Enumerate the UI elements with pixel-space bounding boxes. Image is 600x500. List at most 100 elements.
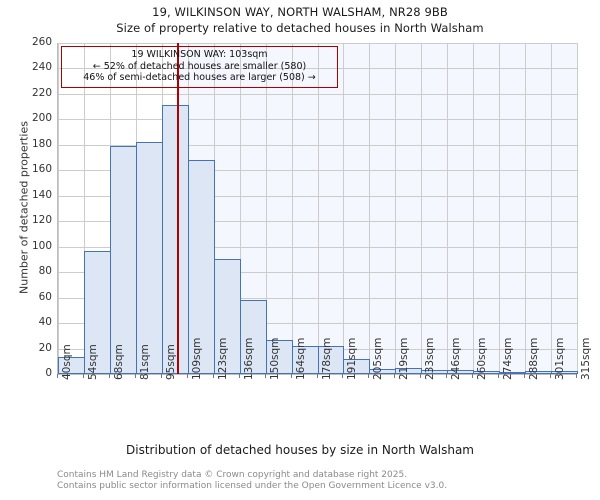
- x-axis-tick-mark: [316, 374, 318, 378]
- x-axis-tick-label: 54sqm: [86, 344, 99, 380]
- annotation-line-1: 19 WILKINSON WAY: 103sqm: [131, 49, 268, 60]
- x-axis-tick-label: 178sqm: [320, 337, 333, 380]
- x-axis-tick-mark: [368, 374, 370, 378]
- gridline-vertical: [369, 43, 370, 374]
- gridline-vertical: [343, 43, 344, 374]
- annotation-line-3: 46% of semi-detached houses are larger (…: [83, 72, 316, 83]
- gridline-vertical: [84, 43, 85, 374]
- x-axis-tick-mark: [134, 374, 136, 378]
- property-annotation-box: 19 WILKINSON WAY: 103sqm ← 52% of detach…: [61, 46, 338, 88]
- gridline-vertical: [499, 43, 500, 374]
- x-axis-tick-label: 274sqm: [502, 337, 515, 380]
- gridline-vertical: [395, 43, 396, 374]
- x-axis-tick-mark: [212, 374, 214, 378]
- x-axis-tick-label: 136sqm: [242, 337, 255, 380]
- x-axis-tick-label: 95sqm: [164, 344, 177, 380]
- y-axis-tick-label: 200: [31, 112, 52, 125]
- gridline-vertical: [318, 43, 319, 374]
- x-axis-tick-mark: [57, 374, 58, 378]
- x-axis-tick-label: 150sqm: [268, 337, 281, 380]
- x-axis-tick-mark: [550, 374, 552, 378]
- annotation-line-2: ← 52% of detached houses are smaller (58…: [92, 60, 307, 72]
- plot-area: [57, 43, 578, 375]
- x-axis-tick-label: 260sqm: [476, 337, 489, 380]
- y-axis-tick-label: 120: [31, 214, 52, 227]
- x-axis-tick-mark: [186, 374, 188, 378]
- x-axis-tick-label: 233sqm: [424, 337, 437, 380]
- y-axis-tick-label: 140: [31, 188, 52, 201]
- x-axis-tick-label: 191sqm: [346, 337, 359, 380]
- x-axis-tick-label: 205sqm: [372, 337, 385, 380]
- attribution-footer: Contains HM Land Registry data © Crown c…: [57, 470, 597, 492]
- y-axis-title-wrap: Number of detached properties: [0, 0, 31, 500]
- gridline-horizontal: [58, 43, 577, 44]
- x-axis-tick-label: 81sqm: [138, 344, 151, 380]
- y-axis-tick-label: 180: [31, 137, 52, 150]
- x-axis-title: Distribution of detached houses by size …: [126, 443, 474, 457]
- y-axis-tick-label: 80: [38, 265, 52, 278]
- x-axis-tick-mark: [524, 374, 526, 378]
- gridline-horizontal: [58, 119, 577, 121]
- gridline-vertical: [447, 43, 448, 374]
- histogram-bar: [240, 300, 267, 374]
- histogram-bar: [318, 346, 344, 374]
- gridline-horizontal: [58, 195, 577, 197]
- histogram-bar: [110, 146, 137, 374]
- chart-subtitle: Size of property relative to detached ho…: [116, 21, 484, 35]
- x-axis-tick-mark: [82, 374, 84, 378]
- gridline-horizontal: [58, 93, 577, 95]
- x-axis-tick-label: 219sqm: [398, 337, 411, 380]
- gridline-horizontal: [58, 170, 577, 172]
- chart-title-block: 19, WILKINSON WAY, NORTH WALSHAM, NR28 9…: [0, 4, 600, 37]
- y-axis-tick-label: 20: [38, 341, 52, 354]
- y-axis-tick-label: 40: [38, 316, 52, 329]
- histogram-bar: [266, 339, 293, 374]
- histogram-bar: [136, 142, 163, 374]
- y-axis-tick-label: 220: [31, 86, 52, 99]
- x-axis-tick-label: 68sqm: [112, 344, 125, 380]
- y-axis-tick-labels: 0 20 40 60 80 100 120 140 160 180 200 220 240 260: [0, 0, 52, 500]
- x-axis-tick-label: 288sqm: [528, 337, 541, 380]
- y-axis-tick-label: 60: [38, 290, 52, 303]
- y-axis-title: Number of detached properties: [17, 121, 31, 294]
- footer-line-1: Contains HM Land Registry data © Crown c…: [57, 470, 408, 480]
- x-axis-tick-mark: [160, 374, 162, 378]
- x-axis-tick-mark: [498, 374, 500, 378]
- y-axis-tick-label: 0: [45, 367, 52, 379]
- x-axis-tick-label: 301sqm: [554, 337, 567, 380]
- chart-title: 19, WILKINSON WAY, NORTH WALSHAM, NR28 9…: [152, 5, 448, 19]
- gridline-horizontal: [58, 272, 577, 274]
- gridline-horizontal: [58, 297, 577, 299]
- y-axis-tick-label: 240: [31, 61, 52, 74]
- gridline-horizontal: [58, 144, 577, 146]
- x-axis-tick-mark: [420, 374, 422, 378]
- y-axis-tick-label: 260: [31, 36, 52, 48]
- x-axis-tick-mark: [264, 374, 266, 378]
- x-axis-tick-label: 315sqm: [580, 337, 592, 380]
- property-size-marker-line: [176, 43, 179, 374]
- x-axis-tick-label: 40sqm: [61, 344, 73, 380]
- gridline-horizontal: [58, 323, 577, 325]
- x-axis-tick-mark: [290, 374, 292, 378]
- gridline-vertical: [577, 43, 578, 374]
- x-axis-tick-label: 109sqm: [190, 337, 203, 380]
- x-axis-tick-label: 123sqm: [216, 337, 229, 380]
- x-axis-tick-mark: [472, 374, 474, 378]
- gridline-vertical: [421, 43, 422, 374]
- gridline-vertical: [551, 43, 552, 374]
- x-axis-tick-mark: [446, 374, 448, 378]
- y-axis-tick-label: 160: [31, 163, 52, 176]
- histogram-bar: [343, 358, 370, 374]
- gridline-horizontal: [58, 246, 577, 248]
- x-axis-tick-mark: [342, 374, 344, 378]
- histogram-bar: [214, 259, 241, 374]
- x-axis-tick-mark: [394, 374, 396, 378]
- gridline-vertical: [266, 43, 267, 374]
- gridline-vertical: [473, 43, 474, 374]
- y-axis-tick-label: 100: [31, 239, 52, 252]
- gridline-vertical: [58, 43, 59, 374]
- gridline-horizontal: [58, 68, 577, 70]
- gridline-vertical: [525, 43, 526, 374]
- histogram-bar: [162, 105, 189, 374]
